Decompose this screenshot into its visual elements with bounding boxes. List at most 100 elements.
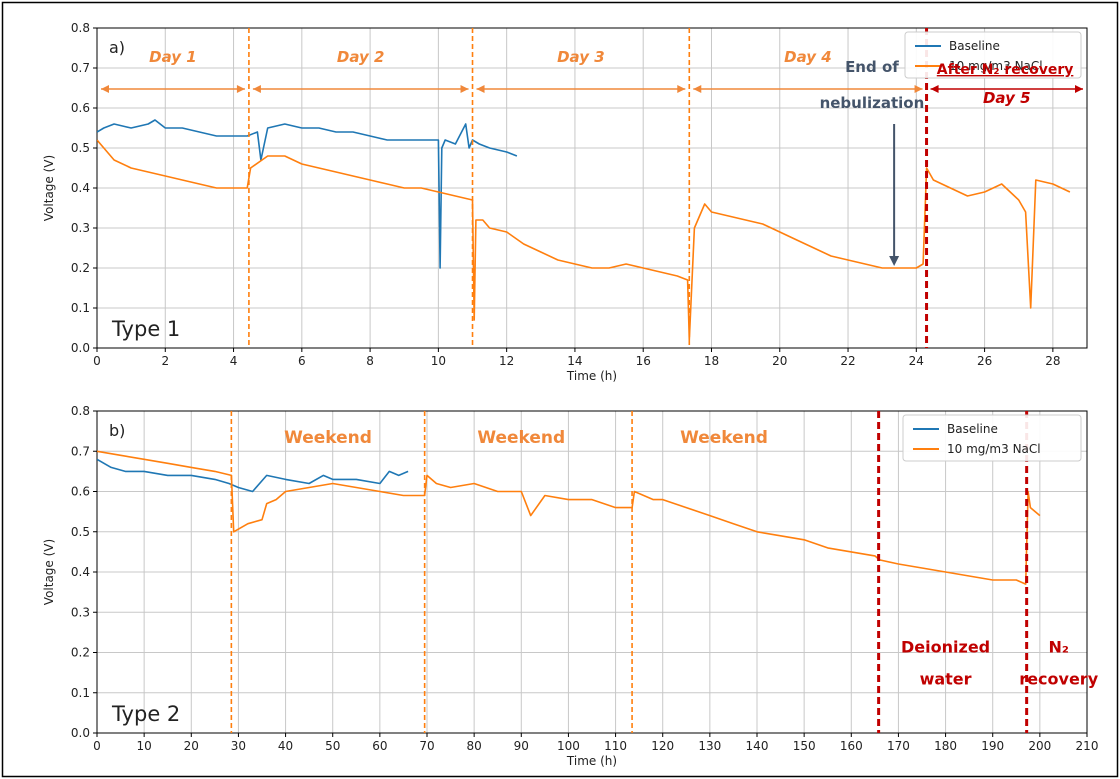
x-tick-label: 0 xyxy=(93,739,101,753)
panel-label: a) xyxy=(109,38,125,57)
y-tick-label: 0.2 xyxy=(71,261,90,275)
x-tick-label: 160 xyxy=(840,739,863,753)
weekend-label: Weekend xyxy=(680,428,768,448)
nebulization-label: End of xyxy=(845,58,899,76)
y-axis-label: Voltage (V) xyxy=(42,155,56,221)
y-tick-label: 0.6 xyxy=(71,485,90,499)
legend-box xyxy=(902,414,1082,462)
x-tick-label: 22 xyxy=(840,354,855,368)
day-label: Day 1 xyxy=(149,48,197,66)
weekend-label: Weekend xyxy=(284,428,372,448)
arrow-head-right xyxy=(236,85,245,93)
x-tick-label: 14 xyxy=(567,354,582,368)
x-tick-label: 20 xyxy=(772,354,787,368)
x-tick-label: 180 xyxy=(934,739,957,753)
y-axis-label: Voltage (V) xyxy=(42,539,56,605)
legend-entry: Baseline xyxy=(947,422,998,436)
x-tick-label: 100 xyxy=(557,739,580,753)
arrow-head-left xyxy=(930,85,939,93)
x-tick-label: 28 xyxy=(1045,354,1060,368)
x-tick-label: 90 xyxy=(514,739,529,753)
y-tick-label: 0.4 xyxy=(71,181,90,195)
y-tick-label: 0.7 xyxy=(71,61,90,75)
nebulization-arrow-head xyxy=(889,256,900,266)
x-axis-label: Time (h) xyxy=(566,754,617,768)
y-tick-label: 0.8 xyxy=(71,404,90,418)
x-tick-label: 8 xyxy=(366,354,374,368)
x-tick-label: 50 xyxy=(325,739,340,753)
nebulization-label: nebulization xyxy=(820,94,925,112)
y-tick-label: 0.8 xyxy=(71,21,90,35)
arrow-head-left xyxy=(693,85,702,93)
legend-box xyxy=(904,31,1082,79)
x-axis-label: Time (h) xyxy=(566,369,617,383)
arrow-head-right xyxy=(677,85,686,93)
y-tick-label: 0.6 xyxy=(71,101,90,115)
y-tick-label: 0.5 xyxy=(71,525,90,539)
x-tick-label: 16 xyxy=(636,354,651,368)
x-tick-label: 210 xyxy=(1076,739,1099,753)
arrow-head-left xyxy=(101,85,109,93)
event-label: N₂ xyxy=(1049,638,1069,657)
weekend-label: Weekend xyxy=(477,428,565,448)
x-tick-label: 110 xyxy=(604,739,627,753)
arrow-head-right xyxy=(1075,85,1083,93)
x-tick-label: 60 xyxy=(372,739,387,753)
x-tick-label: 10 xyxy=(137,739,152,753)
day-label: Day 4 xyxy=(784,48,832,66)
y-tick-label: 0.3 xyxy=(71,221,90,235)
y-tick-label: 0.3 xyxy=(71,605,90,619)
recovery-label: After N₂ recovery xyxy=(937,62,1074,78)
day-label: Day 5 xyxy=(983,89,1031,107)
x-tick-label: 2 xyxy=(161,354,169,368)
x-tick-label: 40 xyxy=(278,739,293,753)
event-label: water xyxy=(920,670,972,689)
panel-label: b) xyxy=(109,421,125,440)
x-tick-label: 80 xyxy=(467,739,482,753)
x-tick-label: 0 xyxy=(93,354,101,368)
type-label: Type 1 xyxy=(111,317,180,341)
y-tick-label: 0.1 xyxy=(71,686,90,700)
x-tick-label: 4 xyxy=(230,354,238,368)
x-tick-label: 10 xyxy=(431,354,446,368)
x-tick-label: 170 xyxy=(887,739,910,753)
x-tick-label: 70 xyxy=(419,739,434,753)
x-tick-label: 24 xyxy=(909,354,924,368)
series-line-baseline xyxy=(97,119,518,269)
x-tick-label: 200 xyxy=(1028,739,1051,753)
x-tick-label: 26 xyxy=(977,354,992,368)
y-tick-label: 0.0 xyxy=(71,341,90,355)
y-tick-label: 0.0 xyxy=(71,726,90,740)
x-tick-label: 150 xyxy=(793,739,816,753)
panel-b: 0.0 0.1 0.2 0.3 0.4 0.5 0.6 0.7 0.8 0 10 20 30 40 50 60… xyxy=(42,404,1099,768)
legend-entry: 10 mg/m3 NaCl xyxy=(949,59,1043,73)
x-tick-label: 130 xyxy=(698,739,721,753)
arrow-head-left xyxy=(252,85,261,93)
arrow-head-left xyxy=(476,85,485,93)
series-line-baseline xyxy=(97,458,409,493)
y-tick-label: 0.7 xyxy=(71,444,90,458)
x-tick-label: 18 xyxy=(704,354,719,368)
x-tick-label: 140 xyxy=(746,739,769,753)
y-tick-label: 0.2 xyxy=(71,646,90,660)
y-tick-label: 0.5 xyxy=(71,141,90,155)
x-tick-label: 6 xyxy=(298,354,306,368)
x-tick-label: 190 xyxy=(981,739,1004,753)
type-label: Type 2 xyxy=(111,702,180,726)
day-label: Day 2 xyxy=(337,48,385,66)
x-tick-label: 20 xyxy=(184,739,199,753)
x-tick-label: 120 xyxy=(651,739,674,753)
series-line-nacl xyxy=(97,450,1041,585)
x-tick-label: 30 xyxy=(231,739,246,753)
legend-entry: Baseline xyxy=(949,39,1000,53)
event-label: recovery xyxy=(1019,670,1098,689)
legend-entry: 10 mg/m3 NaCl xyxy=(947,442,1041,456)
arrow-head-right xyxy=(914,85,923,93)
panel-a: 0.00.10.20.30.40.50.60.70.80 2 4 6 8 10 12 14 16… xyxy=(42,21,1088,383)
y-tick-label: 0.4 xyxy=(71,565,90,579)
y-tick-label: 0.1 xyxy=(71,301,90,315)
x-tick-label: 12 xyxy=(499,354,514,368)
